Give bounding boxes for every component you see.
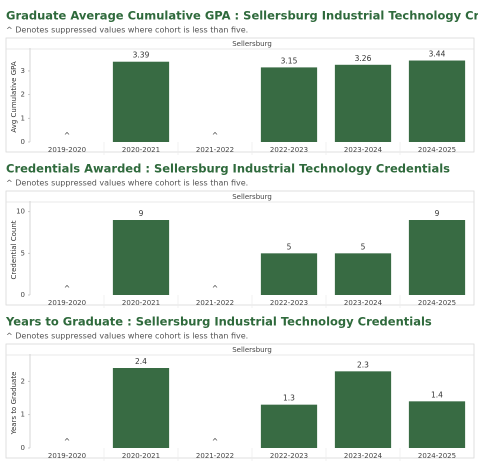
- x-tick-label: 2020-2021: [122, 299, 160, 307]
- value-label: 2.3: [357, 360, 369, 369]
- y-axis-label: Avg Cumulative GPA: [10, 61, 18, 133]
- x-tick-label: 2024-2025: [418, 452, 456, 460]
- x-tick-label: 2024-2025: [418, 146, 456, 154]
- y-tick-label: 0: [21, 444, 25, 452]
- y-tick-label: 1: [21, 411, 25, 419]
- value-label: ^: [64, 437, 70, 446]
- x-tick-label: 2020-2021: [122, 452, 160, 460]
- x-tick-label: 2019-2020: [48, 452, 86, 460]
- x-tick-label: 2023-2024: [344, 452, 383, 460]
- bar: [408, 401, 466, 448]
- value-label: 1.4: [431, 390, 443, 399]
- value-label: ^: [212, 131, 218, 140]
- y-tick-label: 10: [16, 208, 25, 216]
- y-axis-label: Credential Count: [10, 220, 18, 279]
- value-label: 3.39: [133, 51, 150, 60]
- y-axis-label: Years to Graduate: [10, 372, 18, 436]
- value-label: 9: [435, 209, 440, 218]
- x-tick-label: 2022-2023: [270, 299, 308, 307]
- y-tick-label: 1: [21, 114, 25, 122]
- bar: [112, 368, 170, 448]
- chart-title: Years to Graduate : Sellersburg Industri…: [5, 315, 432, 329]
- chart-title: Graduate Average Cumulative GPA : Seller…: [6, 9, 478, 23]
- bar: [112, 61, 170, 142]
- bar: [408, 220, 466, 295]
- x-tick-label: 2022-2023: [270, 146, 308, 154]
- chart-subtitle: ^ Denotes suppressed values where cohort…: [6, 179, 248, 188]
- value-label: 5: [361, 242, 366, 251]
- y-tick-label: 5: [21, 249, 25, 257]
- x-tick-label: 2021-2022: [196, 452, 234, 460]
- panel-frame: [5, 190, 475, 306]
- x-tick-label: 2024-2025: [418, 299, 456, 307]
- x-tick-label: 2022-2023: [270, 452, 308, 460]
- bar: [334, 64, 392, 142]
- bar: [112, 220, 170, 295]
- panel-frame: [5, 343, 475, 459]
- y-tick-label: 0: [21, 291, 25, 299]
- x-tick-label: 2019-2020: [48, 146, 86, 154]
- x-tick-label: 2023-2024: [344, 299, 383, 307]
- panel-label: Sellersburg: [232, 193, 272, 201]
- y-tick-label: 0: [21, 138, 25, 146]
- bar: [260, 253, 318, 295]
- value-label: 5: [287, 242, 292, 251]
- value-label: 3.26: [355, 54, 372, 63]
- panel-label: Sellersburg: [232, 346, 272, 354]
- y-tick-label: 2: [21, 377, 25, 385]
- value-label: 3.44: [429, 50, 446, 59]
- bar: [334, 253, 392, 295]
- value-label: 2.4: [135, 357, 147, 366]
- y-tick-label: 3: [21, 67, 25, 75]
- value-label: ^: [212, 284, 218, 293]
- y-tick-label: 2: [21, 91, 25, 99]
- x-tick-label: 2023-2024: [344, 146, 383, 154]
- chart-subtitle: ^ Denotes suppressed values where cohort…: [6, 332, 248, 341]
- x-tick-label: 2020-2021: [122, 146, 160, 154]
- bar: [260, 404, 318, 448]
- value-label: 3.15: [281, 56, 298, 65]
- x-tick-label: 2021-2022: [196, 299, 234, 307]
- panel-frame: [5, 37, 475, 153]
- bar: [334, 371, 392, 448]
- value-label: ^: [64, 284, 70, 293]
- value-label: ^: [64, 131, 70, 140]
- bar: [408, 60, 466, 142]
- value-label: 1.3: [283, 394, 295, 403]
- chart-subtitle: ^ Denotes suppressed values where cohort…: [6, 26, 248, 35]
- value-label: 9: [139, 209, 144, 218]
- bar: [260, 67, 318, 142]
- x-tick-label: 2021-2022: [196, 146, 234, 154]
- value-label: ^: [212, 437, 218, 446]
- panel-label: Sellersburg: [232, 40, 272, 48]
- chart-title: Credentials Awarded : Sellersburg Indust…: [6, 162, 450, 176]
- x-tick-label: 2019-2020: [48, 299, 86, 307]
